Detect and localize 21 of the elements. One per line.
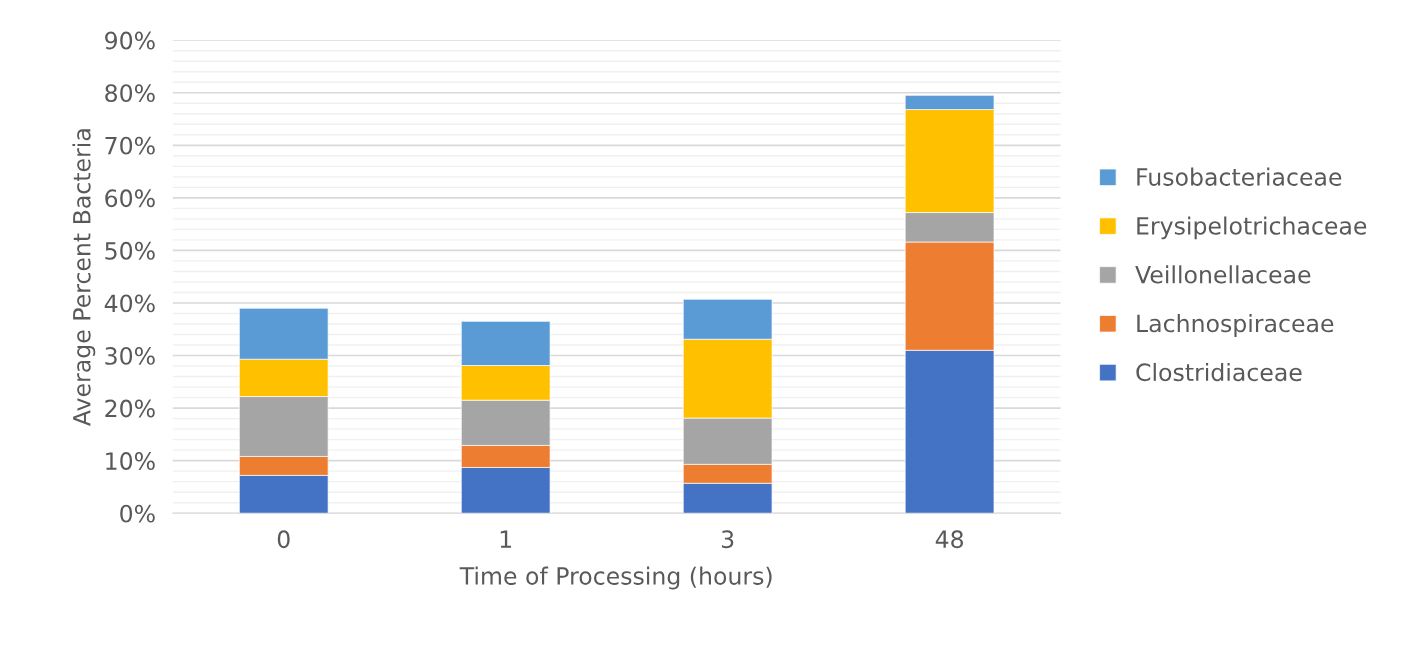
y-tick-label: 0%: [120, 504, 155, 523]
y-tick-label: 20%: [105, 399, 155, 418]
y-tick-label: 10%: [106, 452, 155, 470]
x-tick-label: 1: [500, 530, 512, 548]
x-tick-label: 48: [935, 530, 964, 549]
y-tick-label: 50%: [105, 241, 155, 260]
y-tick-label: 80%: [105, 84, 155, 103]
legend-label: Erysipelotrichaceae: [1137, 216, 1367, 240]
legend-label: Veillonellaceae: [1135, 265, 1311, 284]
legend-label: Lachnospiraceae: [1137, 314, 1334, 337]
legend-label: Clostridiaceae: [1136, 362, 1302, 382]
x-tick-label: 0: [277, 530, 290, 549]
x-axis-title: Time of Processing (hours): [459, 566, 772, 590]
y-tick-label: 60%: [105, 189, 155, 208]
y-tick-label: 30%: [105, 346, 155, 365]
y-tick-label: 40%: [104, 294, 155, 313]
y-tick-label: 70%: [105, 136, 155, 155]
legend-label: Fusobacteriaceae: [1137, 167, 1342, 186]
x-tick-label: 3: [721, 530, 734, 549]
y-axis-title: Average Percent Bacteria: [72, 129, 96, 426]
y-tick-label: 90%: [105, 31, 155, 50]
